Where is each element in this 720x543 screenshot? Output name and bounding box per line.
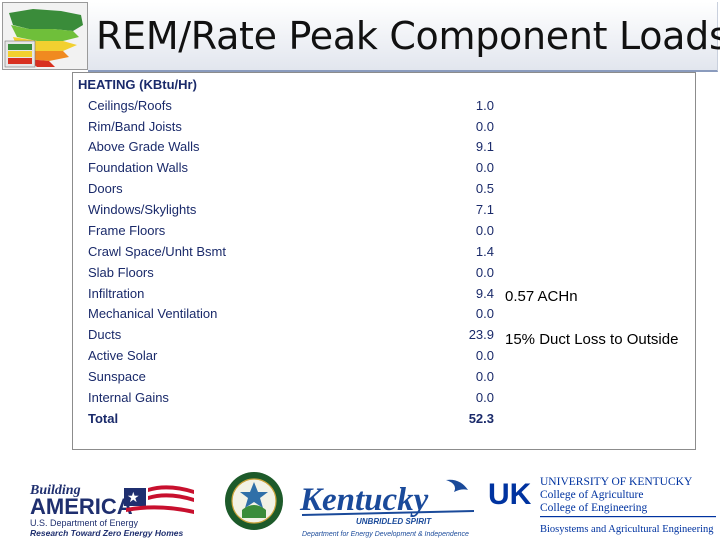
row-label: Mechanical Ventilation	[88, 306, 218, 321]
doe-seal-logo	[224, 470, 284, 532]
page-title: REM/Rate Peak Component Loads	[96, 14, 720, 58]
row-value: 9.4	[475, 286, 494, 301]
uk-mark: UK	[488, 478, 532, 511]
row-label: Ducts	[88, 327, 122, 342]
row-value: 0.0	[475, 306, 494, 321]
table-row: Windows/Skylights 7.1	[88, 200, 494, 220]
heating-heading: HEATING (KBtu/Hr)	[78, 77, 197, 92]
table-row: Ducts 23.9	[88, 325, 494, 345]
row-label: Internal Gains	[88, 390, 169, 405]
svg-text:★: ★	[127, 489, 140, 505]
climate-map-logo	[2, 2, 88, 70]
flag-icon: ★	[124, 485, 194, 514]
row-value: 0.5	[475, 181, 494, 196]
table-row: Mechanical Ventilation 0.0	[88, 304, 494, 324]
uk-line4: Biosystems and Agricultural Engineering	[540, 524, 714, 535]
row-label: Foundation Walls	[88, 160, 188, 175]
row-value: 0.0	[475, 348, 494, 363]
table-row: Internal Gains 0.0	[88, 388, 494, 408]
row-label: Infiltration	[88, 286, 145, 301]
row-value: 0.0	[475, 223, 494, 238]
university-of-kentucky-logo: UK UNIVERSITY OF KENTUCKY College of Agr…	[488, 474, 718, 538]
row-label: Crawl Space/Unht Bsmt	[88, 244, 226, 259]
infiltration-annotation: 0.57 ACHn	[505, 288, 578, 305]
row-value: 0.0	[475, 119, 494, 134]
table-row: Rim/Band Joists 0.0	[88, 117, 494, 137]
total-value: 52.3	[468, 411, 494, 426]
uk-line2: College of Agriculture	[540, 489, 643, 501]
building-america-word1: Building	[29, 483, 81, 498]
building-america-line1: U.S. Department of Energy	[30, 518, 139, 528]
kentucky-dept: Department for Energy Development & Inde…	[302, 531, 469, 538]
table-row: Slab Floors 0.0	[88, 263, 494, 283]
row-label: Frame Floors	[88, 223, 166, 238]
row-label: Sunspace	[88, 369, 146, 384]
building-america-logo: Building AMERICA ★ U.S. Department of En…	[28, 480, 200, 538]
row-value: 0.0	[475, 160, 494, 175]
table-row: Active Solar 0.0	[88, 346, 494, 366]
building-america-line2: Research Toward Zero Energy Homes	[30, 528, 183, 538]
table-row: Foundation Walls 0.0	[88, 158, 494, 178]
table-row: Frame Floors 0.0	[88, 221, 494, 241]
row-value: 0.0	[475, 369, 494, 384]
row-value: 9.1	[475, 139, 494, 154]
kentucky-logo: Kentucky UNBRIDLED SPIRIT Department for…	[298, 476, 478, 538]
title-bar: REM/Rate Peak Component Loads	[88, 2, 720, 72]
heating-loads-panel	[72, 72, 696, 450]
row-value: 0.0	[475, 265, 494, 280]
table-row: Infiltration 9.4	[88, 284, 494, 304]
total-row: Total 52.3	[88, 409, 494, 429]
horse-icon	[446, 479, 468, 492]
row-label: Windows/Skylights	[88, 202, 197, 217]
row-label: Above Grade Walls	[88, 139, 200, 154]
total-label: Total	[88, 411, 119, 426]
uk-line1: UNIVERSITY OF KENTUCKY	[540, 476, 693, 488]
table-row: Crawl Space/Unht Bsmt 1.4	[88, 242, 494, 262]
table-row: Ceilings/Roofs 1.0	[88, 96, 494, 116]
row-label: Doors	[88, 181, 123, 196]
row-value: 0.0	[475, 390, 494, 405]
building-america-word2: AMERICA	[30, 494, 133, 519]
row-label: Rim/Band Joists	[88, 119, 182, 134]
table-row: Above Grade Walls 9.1	[88, 137, 494, 157]
ducts-annotation: 15% Duct Loss to Outside	[505, 331, 679, 348]
row-value: 23.9	[468, 327, 494, 342]
kentucky-tagline: UNBRIDLED SPIRIT	[356, 517, 432, 526]
row-value: 1.0	[475, 98, 494, 113]
row-label: Slab Floors	[88, 265, 154, 280]
uk-line3: College of Engineering	[540, 502, 648, 514]
row-value: 7.1	[475, 202, 494, 217]
table-row: Doors 0.5	[88, 179, 494, 199]
row-label: Active Solar	[88, 348, 158, 363]
table-row: Sunspace 0.0	[88, 367, 494, 387]
row-value: 1.4	[475, 244, 494, 259]
row-label: Ceilings/Roofs	[88, 98, 172, 113]
